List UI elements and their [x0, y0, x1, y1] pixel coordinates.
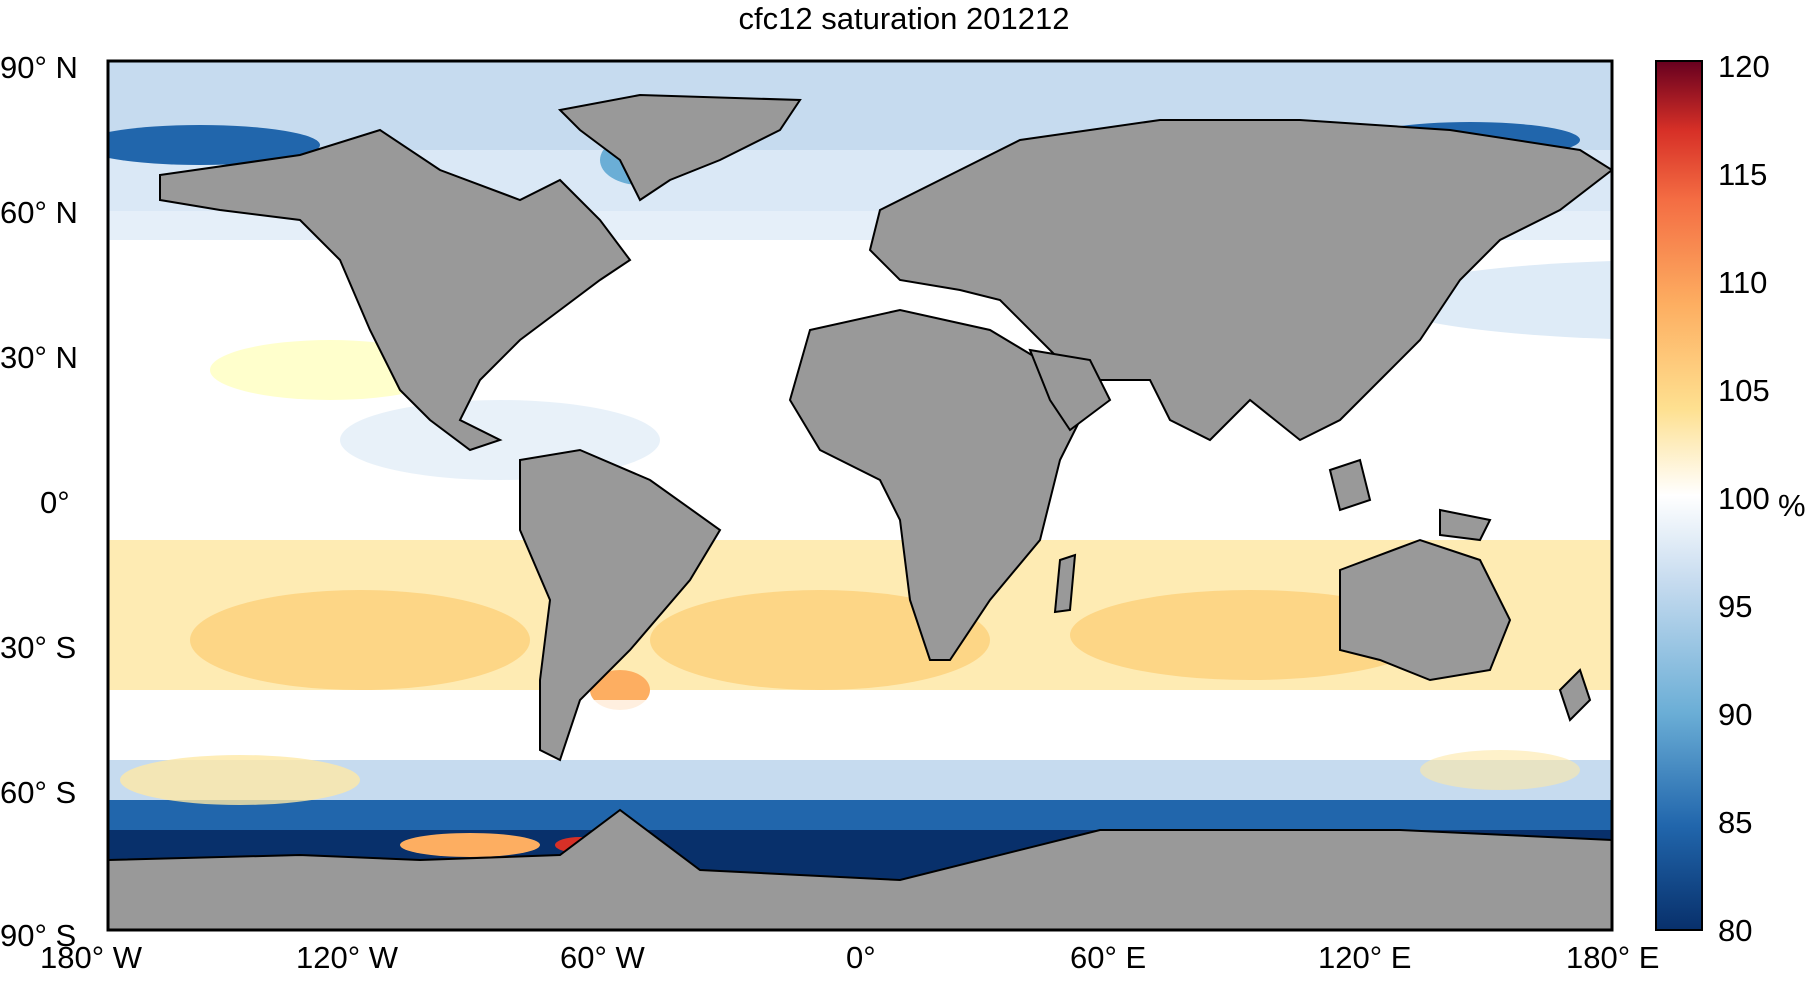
- lat-label-60n: 60° N: [0, 195, 78, 230]
- colorbar-tick-120: 120: [1718, 49, 1770, 84]
- colorbar-tick-90: 90: [1718, 697, 1753, 732]
- arabia-land: [1028, 348, 1112, 432]
- colorbar-tick-105: 105: [1718, 373, 1770, 408]
- colorbar-tick-110: 110: [1718, 265, 1768, 300]
- eurasia-land: [868, 119, 1612, 442]
- colorbar-tick-80: 80: [1718, 913, 1753, 948]
- map-title: cfc12 saturation 201212: [738, 1, 1070, 36]
- lon-label-120w: 120° W: [296, 940, 398, 975]
- lon-label-0: 0°: [846, 940, 876, 975]
- borneo-land: [1328, 458, 1372, 512]
- colorbar-tick-100: 100: [1718, 481, 1770, 516]
- new-guinea-land: [1439, 508, 1492, 542]
- land-layer: [108, 93, 1612, 930]
- colorbar: [1655, 60, 1703, 931]
- colorbar-tick-85: 85: [1718, 805, 1753, 840]
- lon-label-180w: 180° W: [40, 940, 142, 975]
- colorbar-unit: %: [1778, 488, 1806, 523]
- lat-label-60s: 60° S: [0, 775, 77, 810]
- north-america-land: [159, 128, 632, 452]
- new-zealand-land: [1558, 668, 1592, 722]
- lon-label-60w: 60° W: [560, 940, 645, 975]
- africa-land: [788, 308, 1092, 661]
- greenland-land: [557, 93, 802, 202]
- antarctica-land: [108, 808, 1612, 930]
- colorbar-tick-95: 95: [1718, 589, 1753, 624]
- lon-label-120e: 120° E: [1318, 940, 1412, 975]
- lat-label-90n: 90° N: [0, 50, 78, 85]
- south-america-land: [519, 448, 722, 762]
- lat-label-30s: 30° S: [0, 630, 77, 665]
- lat-label-30n: 30° N: [0, 340, 78, 375]
- lat-label-90s: 90° S: [0, 918, 77, 953]
- colorbar-tick-115: 115: [1718, 157, 1768, 192]
- australia-land: [1339, 538, 1512, 682]
- lon-label-60e: 60° E: [1070, 940, 1147, 975]
- map-frame: [106, 59, 1614, 932]
- lat-label-0: 0°: [40, 485, 70, 520]
- lon-label-180e: 180° E: [1566, 940, 1660, 975]
- madagascar-land: [1053, 553, 1077, 614]
